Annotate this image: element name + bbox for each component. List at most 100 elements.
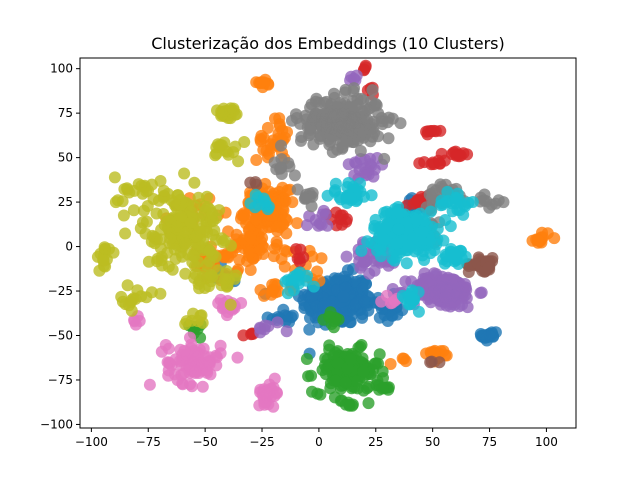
scatter-point <box>184 216 197 229</box>
x-tick-label: −75 <box>136 435 161 449</box>
scatter-point <box>169 252 182 265</box>
plot-area-frame <box>79 57 577 429</box>
scatter-point <box>280 245 293 258</box>
scatter-point <box>358 295 371 308</box>
scatter-point <box>418 254 431 266</box>
scatter-point <box>433 356 446 369</box>
scatter-point <box>319 208 332 221</box>
scatter-point <box>394 117 407 130</box>
scatter-point <box>355 92 368 105</box>
scatter-point <box>466 196 479 208</box>
scatter-point <box>244 197 257 210</box>
scatter-point <box>229 140 242 153</box>
scatter-point <box>203 244 216 257</box>
scatter-point <box>166 263 179 276</box>
scatter-point <box>237 329 250 342</box>
scatter-point <box>278 260 291 273</box>
scatter-point <box>275 161 288 174</box>
scatter-point <box>337 290 350 303</box>
scatter-point <box>351 375 364 388</box>
scatter-point <box>444 220 457 233</box>
scatter-point <box>154 233 167 246</box>
scatter-point <box>484 330 497 343</box>
scatter-point <box>425 158 438 171</box>
scatter-point <box>288 169 301 182</box>
y-tick-label: −100 <box>40 417 73 431</box>
scatter-point <box>482 261 495 274</box>
scatter-point <box>231 351 244 364</box>
scatter-point <box>169 353 182 366</box>
scatter-point <box>300 113 313 126</box>
scatter-point <box>121 279 134 292</box>
scatter-point <box>379 221 392 234</box>
scatter-point <box>93 264 106 277</box>
scatter-point <box>291 183 304 196</box>
scatter-point <box>339 281 352 294</box>
scatter-point <box>320 126 332 139</box>
scatter-point <box>373 348 386 361</box>
scatter-point <box>339 376 352 389</box>
scatter-point <box>164 232 177 245</box>
scatter-point <box>222 148 235 161</box>
scatter-point <box>125 304 138 317</box>
scatter-point <box>324 306 337 319</box>
scatter-point <box>184 331 196 344</box>
scatter-point <box>344 191 357 204</box>
scatter-point <box>107 246 120 259</box>
scatter-point <box>475 286 488 299</box>
scatter-point <box>402 289 415 302</box>
scatter-point <box>424 205 437 218</box>
scatter-point <box>299 192 312 205</box>
scatter-point <box>133 315 146 327</box>
scatter-point <box>193 282 206 295</box>
scatter-point <box>179 237 192 250</box>
scatter-point <box>305 98 318 111</box>
scatter-point <box>310 107 323 120</box>
scatter-point <box>319 352 332 365</box>
scatter-point <box>189 365 202 378</box>
scatter-point <box>365 189 378 202</box>
scatter-point <box>178 167 191 180</box>
scatter-point <box>400 257 413 270</box>
scatter-point <box>362 304 375 317</box>
scatter-point <box>209 149 222 162</box>
scatter-point <box>315 252 328 265</box>
scatter-point <box>262 320 275 333</box>
scatter-point <box>179 318 192 331</box>
scatter-point <box>441 185 454 198</box>
scatter-point <box>420 275 433 288</box>
y-tick-label: 50 <box>58 151 73 165</box>
x-tick-label: 50 <box>425 435 440 449</box>
scatter-point <box>483 201 496 214</box>
scatter-point <box>318 96 331 109</box>
scatter-point <box>331 143 344 156</box>
y-axis: −100 −75 −50 −25 0 25 50 75 100 <box>40 62 80 431</box>
scatter-point <box>277 303 290 316</box>
scatter-point <box>157 208 170 220</box>
scatter-point <box>355 244 368 257</box>
scatter-point <box>307 280 320 293</box>
x-tick-label: −50 <box>192 435 217 449</box>
scatter-point <box>156 259 168 272</box>
scatter-point <box>354 145 367 157</box>
scatter-point <box>368 357 381 370</box>
scatter-point <box>342 396 355 409</box>
scatter-point <box>355 339 368 351</box>
scatter-point <box>175 210 188 223</box>
scatter-point <box>382 132 395 145</box>
scatter-point <box>119 227 132 240</box>
y-tick-label: 75 <box>58 106 73 120</box>
cluster-2 <box>183 306 395 412</box>
scatter-point <box>206 207 219 220</box>
scatter-point <box>201 366 214 379</box>
scatter-point <box>250 213 263 226</box>
scatter-point <box>378 152 391 165</box>
scatter-point <box>363 267 376 280</box>
scatter-point <box>256 232 269 244</box>
scatter-point <box>214 139 227 151</box>
scatter-point <box>285 273 298 286</box>
x-tick-label: 75 <box>482 435 497 449</box>
cluster-9 <box>244 177 479 318</box>
scatter-point <box>206 228 219 241</box>
scatter-point <box>396 352 409 365</box>
